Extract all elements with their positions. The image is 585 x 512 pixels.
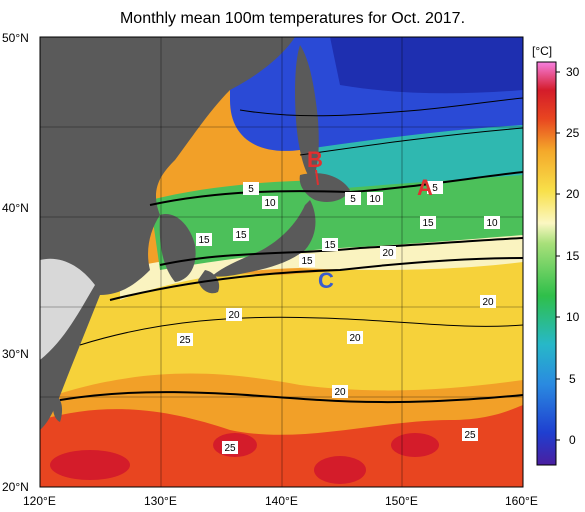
svg-text:15: 15 xyxy=(324,240,336,251)
contour-label: 15 xyxy=(420,216,436,229)
lat-label-20n: 20°N xyxy=(2,480,29,494)
land-honshu xyxy=(212,200,316,277)
contour-labels: 5 10 5 10 5 15 15 15 15 10 15 20 20 25 2… xyxy=(177,181,500,454)
svg-text:20: 20 xyxy=(482,297,494,308)
lon-label-150e: 150°E xyxy=(385,494,418,508)
land-hokkaido xyxy=(299,173,350,202)
svg-text:15: 15 xyxy=(198,235,210,246)
okhotsk-zone xyxy=(330,37,523,94)
isotherm-lines xyxy=(59,97,523,404)
front-band xyxy=(120,228,523,300)
colorbar-tick: 10 xyxy=(566,310,580,324)
graticule xyxy=(40,37,523,487)
contour-label: 10 xyxy=(484,216,500,229)
contour-label: 25 xyxy=(177,333,193,346)
lon-label-120e: 120°E xyxy=(23,494,56,508)
lon-label-130e: 130°E xyxy=(144,494,177,508)
lon-label-140e: 140°E xyxy=(265,494,298,508)
contour-label: 25 xyxy=(462,428,478,441)
map-frame xyxy=(39,36,524,488)
colorbar-tick: 20 xyxy=(566,187,580,201)
contour-label: 5 xyxy=(345,192,361,205)
contour-label: 10 xyxy=(367,192,383,205)
hot-patch xyxy=(314,456,366,484)
svg-text:15: 15 xyxy=(235,230,247,241)
svg-text:5: 5 xyxy=(432,183,438,194)
svg-text:25: 25 xyxy=(224,443,236,454)
colorbar xyxy=(536,61,557,466)
lat-label-30n: 30°N xyxy=(2,347,29,361)
svg-text:25: 25 xyxy=(464,430,476,441)
contour-label: 5 xyxy=(427,181,443,194)
colorbar-unit: [°C] xyxy=(532,44,553,58)
colorbar-tick: 5 xyxy=(569,372,576,386)
contour-label: 25 xyxy=(222,441,238,454)
contour-label: 20 xyxy=(380,246,396,259)
svg-text:10: 10 xyxy=(264,198,276,209)
lat-label-50n: 50°N xyxy=(2,31,29,45)
land-taiwan xyxy=(52,395,63,422)
marker-b: B xyxy=(307,147,323,172)
oyashio-zone xyxy=(300,120,523,190)
colorbar-tick: 15 xyxy=(566,249,580,263)
contour-label: 15 xyxy=(299,254,315,267)
region-markers: A B C xyxy=(307,147,433,293)
land-inland xyxy=(40,258,95,360)
colorbar-tick: 0 xyxy=(569,433,576,447)
svg-text:15: 15 xyxy=(422,218,434,229)
svg-text:15: 15 xyxy=(301,256,313,267)
svg-text:20: 20 xyxy=(349,333,361,344)
hot-patch xyxy=(391,433,439,457)
contour-label: 10 xyxy=(262,196,278,209)
svg-text:5: 5 xyxy=(350,194,356,205)
colorbar-tick: 30 xyxy=(566,65,580,79)
svg-text:20: 20 xyxy=(382,248,394,259)
colorbar-ticks xyxy=(556,71,560,441)
marker-c: C xyxy=(318,268,334,293)
land-mainland xyxy=(40,37,295,430)
land-korea xyxy=(159,214,196,282)
svg-text:20: 20 xyxy=(228,310,240,321)
hot-patch xyxy=(50,450,130,480)
marker-a: A xyxy=(417,175,433,200)
svg-text:20: 20 xyxy=(334,387,346,398)
map-title: Monthly mean 100m temperatures for Oct. … xyxy=(119,10,466,27)
contour-label: 15 xyxy=(233,228,249,241)
contour-label: 15 xyxy=(322,238,338,251)
svg-text:25: 25 xyxy=(179,335,191,346)
contour-label: 20 xyxy=(332,385,348,398)
contour-label: 20 xyxy=(480,295,496,308)
contour-label: 5 xyxy=(243,182,259,195)
colorbar-tick: 25 xyxy=(566,126,580,140)
map-area xyxy=(40,37,523,487)
svg-text:10: 10 xyxy=(369,194,381,205)
contour-label: 15 xyxy=(196,233,212,246)
contour-label: 20 xyxy=(226,308,242,321)
svg-text:10: 10 xyxy=(486,218,498,229)
land-sakhalin xyxy=(295,45,319,180)
contour-label: 20 xyxy=(347,331,363,344)
svg-text:5: 5 xyxy=(248,184,254,195)
marker-b-pointer xyxy=(315,169,319,186)
lon-label-160e: 160°E xyxy=(505,494,538,508)
lat-label-40n: 40°N xyxy=(2,201,29,215)
